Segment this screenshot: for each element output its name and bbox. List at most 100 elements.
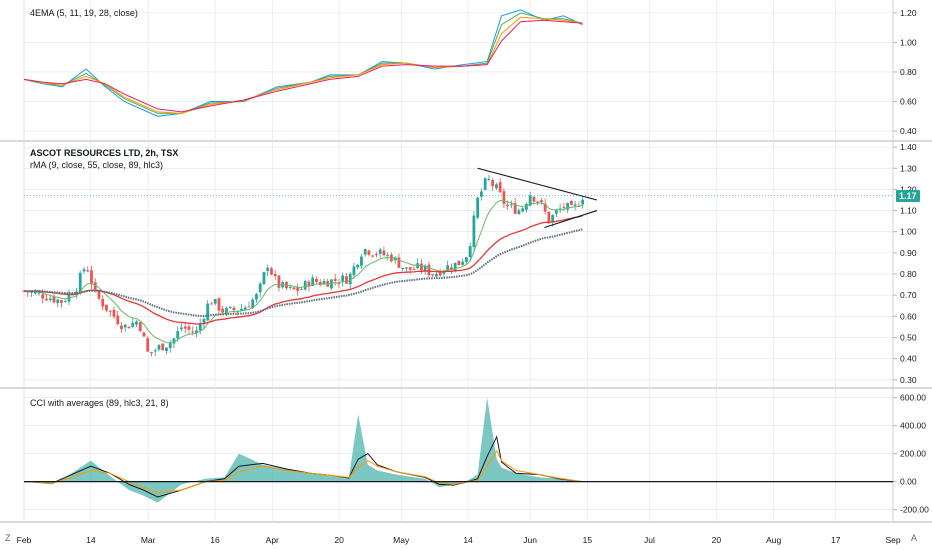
candle-body xyxy=(393,257,397,261)
candle-body xyxy=(48,298,52,301)
price-y-tick-label: 0.90 xyxy=(900,248,917,258)
cci-average-line-8 xyxy=(23,449,583,494)
candle-body xyxy=(112,309,116,317)
candle-body xyxy=(210,303,213,305)
candle-body xyxy=(540,200,543,202)
candle-body xyxy=(45,298,48,301)
candle-body xyxy=(547,211,551,224)
price-y-tick-label: 0.30 xyxy=(900,375,917,385)
ema-pane-label: 4EMA (5, 11, 19, 28, close) xyxy=(30,8,138,18)
candle-body xyxy=(90,270,93,284)
candle-body xyxy=(453,262,457,272)
price-pane-title: ASCOT RESOURCES LTD, 2h, TSX xyxy=(30,148,179,158)
candle-body xyxy=(502,191,506,204)
price-y-tick-label: 1.00 xyxy=(900,227,917,237)
auto-scale-button[interactable]: A xyxy=(911,533,918,543)
timezone-corner-button[interactable]: Z xyxy=(5,533,11,543)
candle-body xyxy=(127,326,131,329)
cci-y-tick-label: -200.00 xyxy=(900,505,929,515)
trendline-lower xyxy=(544,210,598,229)
candle-body xyxy=(240,308,243,311)
candle-body xyxy=(532,196,536,202)
ema-series-line-1 xyxy=(23,9,583,117)
candle-body xyxy=(498,182,502,193)
candle-body xyxy=(517,210,521,215)
ema-y-tick-label: 1.20 xyxy=(900,8,917,18)
price-pane-indicator: rMA (9, close, 55, close, 89, hlc3) xyxy=(30,160,164,170)
candle-body xyxy=(480,191,483,197)
candle-body xyxy=(105,304,108,311)
candle-body xyxy=(180,327,183,330)
candle-body xyxy=(356,264,360,268)
candle-body xyxy=(172,338,176,344)
candle-body xyxy=(330,279,333,289)
candle-body xyxy=(225,308,228,314)
candle-body xyxy=(352,266,356,276)
candle-body xyxy=(146,338,150,352)
candle-body xyxy=(296,287,300,291)
candle-body xyxy=(461,261,465,265)
candle-body xyxy=(262,272,266,284)
candle-body xyxy=(435,274,438,277)
candle-body xyxy=(363,248,367,255)
candle-body xyxy=(63,301,67,303)
price-y-tick-label: 1.20 xyxy=(900,184,917,194)
candle-body xyxy=(52,296,56,303)
rma-fast-line xyxy=(23,199,583,344)
candle-body xyxy=(82,269,86,272)
candle-body xyxy=(176,331,180,339)
candle-body xyxy=(431,274,435,276)
candle-body xyxy=(408,267,412,270)
candle-body xyxy=(255,294,258,300)
cci-y-tick-label: 400.00 xyxy=(900,421,926,431)
current-price-tag: 1.17 xyxy=(896,189,920,202)
candle-body xyxy=(416,263,420,269)
price-y-tick-label: 1.30 xyxy=(900,163,917,173)
candle-body xyxy=(337,283,341,285)
candle-body xyxy=(135,321,138,325)
candle-body xyxy=(371,255,375,257)
candle-body xyxy=(378,249,382,254)
ema-y-tick-label: 0.40 xyxy=(900,126,917,136)
candle-body xyxy=(251,299,255,309)
candle-body xyxy=(60,300,63,303)
x-axis-tick-label: 16 xyxy=(210,535,220,545)
candle-body xyxy=(161,343,165,351)
price-y-tick-label: 1.40 xyxy=(900,142,917,152)
candle-body xyxy=(513,203,517,214)
ema-y-tick-label: 0.80 xyxy=(900,67,917,77)
x-axis-tick-label: Aug xyxy=(766,535,781,545)
candle-body xyxy=(427,264,431,275)
candle-body xyxy=(573,204,577,206)
price-y-tick-label: 1.10 xyxy=(900,206,917,216)
candle-body xyxy=(566,203,570,210)
candle-body xyxy=(101,299,105,307)
candle-body xyxy=(348,273,352,285)
candle-body xyxy=(198,322,202,331)
candle-body xyxy=(446,265,450,272)
candle-body xyxy=(341,275,345,283)
candle-body xyxy=(288,286,292,288)
candle-body xyxy=(438,272,442,276)
candle-body xyxy=(333,278,337,281)
candle-body xyxy=(183,326,187,329)
candle-body xyxy=(97,291,101,299)
candle-body xyxy=(71,294,75,296)
candle-body xyxy=(543,203,547,212)
candle-body xyxy=(423,265,427,271)
x-axis-tick-label: Mar xyxy=(141,535,156,545)
candle-body xyxy=(213,298,217,304)
candle-body xyxy=(86,270,90,272)
x-axis-tick-label: Jun xyxy=(523,535,537,545)
candle-body xyxy=(465,257,468,262)
candle-body xyxy=(510,204,513,206)
candle-body xyxy=(30,291,33,293)
price-y-tick-label: 0.50 xyxy=(900,332,917,342)
candle-body xyxy=(401,267,405,269)
x-axis-tick-label: Sep xyxy=(885,535,900,545)
candle-body xyxy=(450,267,453,270)
candle-body xyxy=(525,203,528,210)
ema-series-line-4 xyxy=(23,19,583,113)
candle-body xyxy=(506,204,510,207)
